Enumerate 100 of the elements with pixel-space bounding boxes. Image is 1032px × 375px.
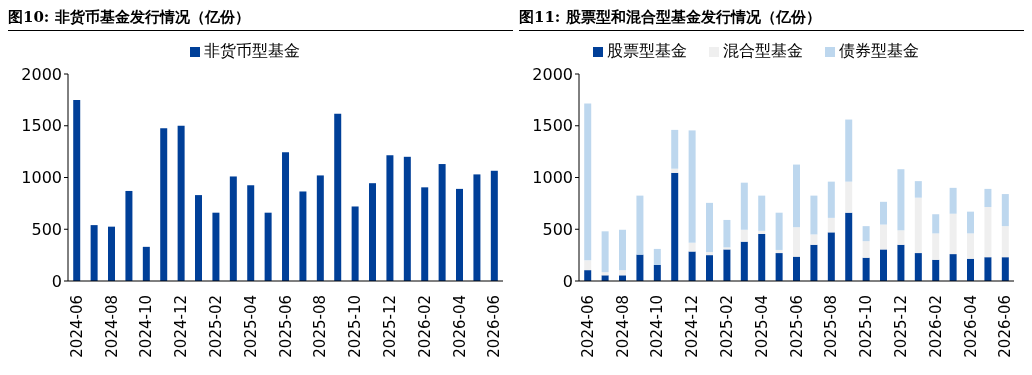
bar — [688, 242, 696, 252]
y-tick-label: 500 — [31, 219, 62, 239]
bar — [601, 231, 609, 273]
bar — [880, 249, 888, 281]
bar — [247, 185, 255, 281]
bar — [880, 201, 888, 225]
bar — [299, 191, 307, 281]
x-tick-label: 2024-12 — [683, 295, 702, 358]
x-tick-label: 2025-02 — [717, 295, 736, 358]
bar — [775, 253, 783, 281]
x-tick-label: 2025-10 — [857, 295, 876, 358]
x-tick-label: 2025-04 — [752, 295, 771, 358]
bar — [827, 181, 835, 218]
bar — [845, 212, 853, 281]
bar — [949, 213, 957, 255]
y-tick-label: 500 — [542, 219, 573, 239]
bar — [636, 195, 644, 255]
bar — [949, 187, 957, 214]
bar — [108, 226, 116, 281]
bar — [490, 170, 498, 281]
y-tick-label: 2000 — [21, 64, 62, 84]
y-tick-label: 1500 — [21, 116, 62, 136]
bar — [845, 119, 853, 182]
bar — [584, 270, 592, 281]
bar — [949, 254, 957, 281]
bar — [706, 202, 714, 253]
bar — [229, 176, 237, 281]
bar — [984, 207, 992, 258]
bar — [90, 225, 98, 281]
bar — [688, 251, 696, 281]
x-tick-label: 2024-08 — [102, 295, 121, 358]
bar — [810, 195, 818, 235]
bar — [723, 219, 731, 248]
bar — [758, 195, 766, 231]
bar — [723, 247, 731, 250]
x-tick-label: 2024-12 — [172, 295, 191, 358]
bar — [862, 241, 870, 258]
bar — [438, 164, 446, 281]
bar — [810, 234, 818, 245]
bar — [334, 113, 342, 281]
bar — [688, 130, 696, 243]
bar — [653, 264, 661, 281]
bar — [827, 232, 835, 281]
bar — [932, 259, 940, 281]
legend-label: 债券型基金 — [838, 41, 919, 60]
bar — [456, 188, 464, 281]
bar — [967, 211, 975, 234]
y-tick-label: 2000 — [532, 64, 573, 84]
bar — [758, 230, 766, 234]
bar — [584, 260, 592, 271]
bar — [897, 169, 905, 231]
bar — [897, 230, 905, 245]
bar — [967, 258, 975, 281]
bar — [914, 181, 922, 198]
chart-title: 图11: 股票型和混合型基金发行情况（亿份） — [519, 8, 1024, 31]
bar — [706, 255, 714, 281]
bar — [740, 229, 748, 242]
x-tick-label: 2024-06 — [578, 295, 597, 358]
bar — [775, 249, 783, 254]
x-tick-label: 2026-02 — [926, 295, 945, 358]
bar — [351, 206, 359, 281]
bar — [369, 183, 377, 281]
y-tick-label: 1500 — [532, 116, 573, 136]
bar — [653, 248, 661, 265]
y-tick-label: 1000 — [21, 168, 62, 188]
x-tick-label: 2026-04 — [961, 295, 980, 358]
x-tick-label: 2025-06 — [276, 295, 295, 358]
x-tick-label: 2025-12 — [380, 295, 399, 358]
bar — [601, 272, 609, 276]
bar — [897, 244, 905, 281]
bar — [142, 246, 150, 281]
bar — [967, 233, 975, 259]
bar — [845, 181, 853, 213]
bar — [386, 155, 394, 281]
x-tick-label: 2025-04 — [241, 295, 260, 358]
x-tick-label: 2025-10 — [346, 295, 365, 358]
bar — [1001, 257, 1009, 281]
bar — [125, 190, 133, 281]
bar — [932, 233, 940, 260]
bar — [619, 270, 627, 276]
legend-label: 非货币型基金 — [203, 41, 300, 60]
x-tick-label: 2026-02 — [415, 295, 434, 358]
bar — [264, 212, 272, 281]
bar — [984, 188, 992, 207]
bar — [212, 212, 220, 281]
chart-title: 图10: 非货币基金发行情况（亿份） — [8, 8, 513, 31]
bar — [810, 244, 818, 281]
bar — [793, 227, 801, 257]
bar — [932, 214, 940, 234]
bar — [316, 175, 324, 281]
bar — [775, 212, 783, 250]
bar — [1001, 226, 1009, 258]
bar — [914, 253, 922, 281]
bar — [862, 226, 870, 242]
bar — [671, 172, 679, 281]
bar — [421, 187, 429, 281]
x-tick-label: 2024-06 — [67, 295, 86, 358]
x-tick-label: 2026-04 — [450, 295, 469, 358]
bar — [880, 224, 888, 250]
bar — [793, 164, 801, 228]
